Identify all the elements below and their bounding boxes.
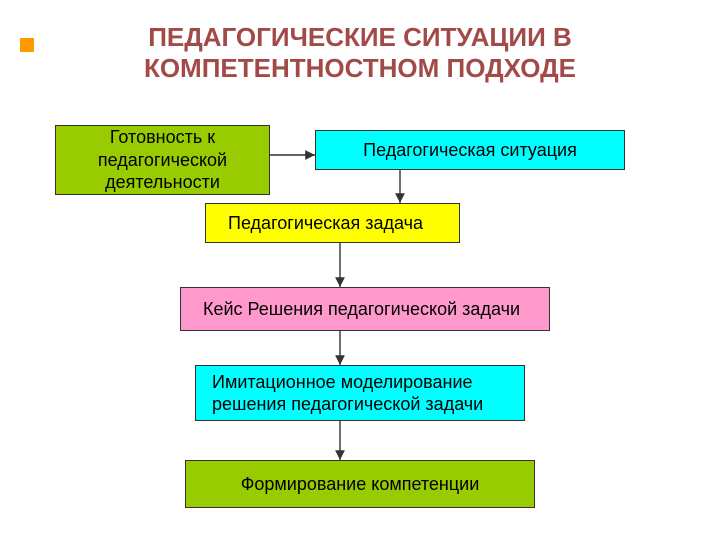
node-situation: Педагогическая ситуация [315, 130, 625, 170]
page-title: ПЕДАГОГИЧЕСКИЕ СИТУАЦИИ В КОМПЕТЕНТНОСТН… [0, 22, 720, 84]
node-task: Педагогическая задача [205, 203, 460, 243]
node-situation-label: Педагогическая ситуация [363, 139, 577, 162]
node-simulation-label: Имитационное моделирование решения педаг… [212, 371, 506, 416]
node-case: Кейс Решения педагогической задачи [180, 287, 550, 331]
node-competence-label: Формирование компетенции [241, 473, 480, 496]
accent-square-icon [20, 38, 34, 52]
node-readiness-label: Готовность к педагогической деятельности [62, 126, 263, 194]
node-simulation: Имитационное моделирование решения педаг… [195, 365, 525, 421]
node-case-label: Кейс Решения педагогической задачи [203, 298, 520, 321]
node-readiness: Готовность к педагогической деятельности [55, 125, 270, 195]
node-competence: Формирование компетенции [185, 460, 535, 508]
node-task-label: Педагогическая задача [228, 212, 423, 235]
